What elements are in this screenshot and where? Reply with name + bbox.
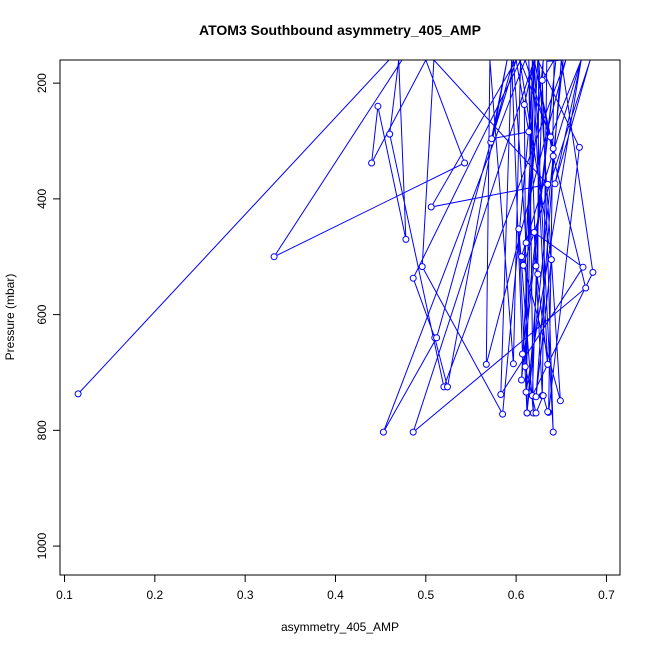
y-tick-label: 1000	[35, 532, 49, 559]
data-point	[518, 253, 525, 261]
x-tick-label: 0.2	[146, 588, 163, 602]
data-point	[409, 274, 417, 282]
x-tick-label: 0.7	[598, 588, 615, 602]
data-point	[497, 391, 505, 398]
data-point	[427, 203, 435, 211]
data-point	[379, 428, 387, 436]
data-point	[575, 143, 583, 151]
data-point	[551, 180, 559, 188]
data-point	[523, 409, 531, 417]
data-point	[544, 180, 552, 188]
data-point	[488, 135, 496, 143]
data-point	[518, 376, 525, 384]
data-point	[549, 152, 557, 160]
data-point	[522, 388, 530, 396]
x-axis: 0.1 0.2 0.3 0.4 0.5 0.6 0.7	[56, 574, 615, 602]
y-tick-label: 400	[35, 189, 49, 209]
data-point	[532, 262, 540, 270]
chart-title: ATOM3 Southbound asymmetry_405_AMP	[199, 22, 481, 38]
y-tick-label: 800	[35, 420, 49, 440]
data-point	[402, 235, 410, 243]
data-point	[538, 76, 546, 84]
x-tick-label: 0.6	[508, 588, 525, 602]
data-point	[522, 239, 530, 247]
y-axis: 200 400 600 800 1000	[35, 73, 61, 559]
plot-frame	[59, 59, 621, 576]
x-axis-label: asymmetry_405_AMP	[281, 620, 399, 634]
data-point	[532, 409, 540, 417]
data-point	[368, 159, 376, 167]
data-point	[532, 393, 540, 401]
data-point	[530, 228, 538, 236]
data-point	[582, 284, 590, 292]
series-line	[77, 60, 594, 434]
data-point	[499, 410, 507, 418]
x-tick-label: 0.4	[327, 588, 344, 602]
data-point	[549, 428, 557, 436]
data-point	[579, 263, 587, 271]
x-tick-label: 0.3	[237, 588, 254, 602]
data-point	[374, 102, 382, 110]
data-point	[270, 253, 278, 261]
data-point	[520, 101, 528, 109]
data-point	[547, 133, 554, 141]
y-tick-label: 200	[35, 73, 49, 93]
data-point	[418, 263, 426, 271]
data-point	[515, 225, 523, 233]
data-point	[521, 363, 529, 371]
data-point	[444, 383, 451, 391]
data-point	[433, 334, 441, 342]
data-point	[556, 397, 564, 405]
data-point	[519, 350, 526, 358]
data-point	[409, 428, 417, 436]
data-point	[482, 360, 490, 368]
y-tick-label: 600	[35, 304, 49, 324]
data-point	[544, 360, 552, 368]
data-point	[547, 256, 555, 264]
data-point	[74, 390, 82, 398]
data-point	[525, 128, 533, 136]
data-point	[544, 408, 552, 416]
data-point	[519, 261, 527, 269]
x-tick-label: 0.5	[417, 588, 434, 602]
data-point	[534, 270, 542, 278]
data-point	[509, 360, 517, 368]
x-tick-label: 0.1	[56, 588, 73, 602]
data-point	[589, 268, 597, 276]
data-point	[386, 130, 394, 138]
series-layer	[74, 60, 597, 436]
data-point	[549, 145, 557, 152]
data-point	[539, 392, 547, 400]
data-point	[461, 159, 469, 167]
y-axis-label: Pressure (mbar)	[3, 274, 17, 361]
